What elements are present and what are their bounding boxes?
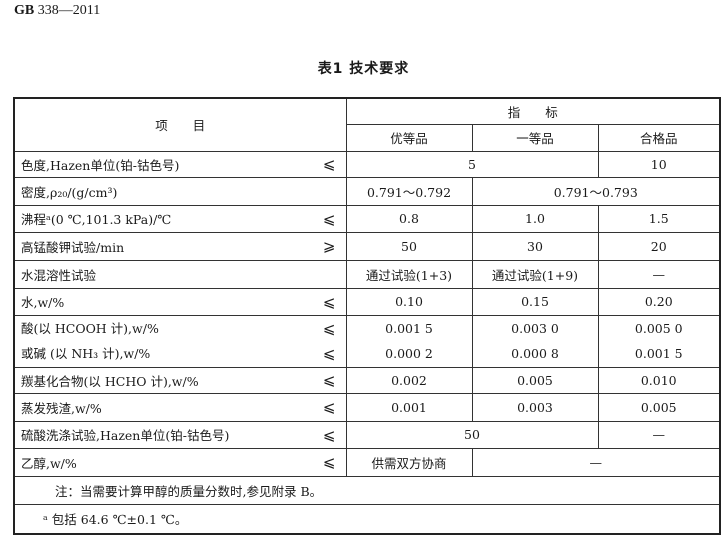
- cell-value: —: [471, 447, 721, 477]
- less-equal-symbol: ⩽: [322, 453, 336, 471]
- cell-value: 0.8: [345, 204, 473, 233]
- header-grade-first: 一等品: [471, 123, 599, 152]
- table-title: 表1 技术要求: [317, 61, 410, 77]
- cell-value: 0.005: [597, 392, 721, 422]
- less-equal-symbol: ⩽: [322, 209, 336, 228]
- less-equal-symbol: ⩽: [322, 398, 336, 416]
- cell-value: 30: [471, 231, 599, 261]
- row-label: 酸(以 HCOOH 计),w/%: [21, 321, 159, 336]
- cell-value: 50: [345, 420, 599, 449]
- row-label: 密度,ρ₂₀/(g/cm³): [21, 184, 118, 200]
- less-equal-symbol: ⩽: [322, 371, 336, 389]
- greater-equal-symbol: ⩾: [322, 237, 336, 255]
- cell-value: 0.001 5: [634, 346, 683, 361]
- cell-value: 0.791～0.793: [471, 176, 721, 206]
- cell-value: 0.001 5: [385, 321, 433, 336]
- header-grade-qualified: 合格品: [597, 123, 721, 152]
- cell-value: 10: [597, 150, 721, 178]
- row-label: 羰基化合物(以 HCHO 计),w/%: [21, 373, 199, 389]
- row-label: 水混溶性试验: [21, 267, 97, 283]
- cell-value: 通过试验(1+3): [345, 259, 473, 289]
- table-row: 羰基化合物(以 HCHO 计),w/% ⩽ 0.002 0.005 0.010: [13, 366, 721, 394]
- header-item: 项 目: [13, 97, 347, 152]
- cell-value: 1.0: [471, 204, 599, 233]
- cell-value: —: [597, 420, 721, 449]
- table-row: 酸(以 HCOOH 计),w/% ⩽ 或碱 (以 NH₃ 计),w/% ⩽ 0.00…: [13, 314, 721, 368]
- cell-value: 0.10: [345, 287, 473, 316]
- technical-requirements-table: 项 目 指 标 优等品 一等品 合格品 色度,Hazen单位(铂-钴色号) ⩽ 5…: [13, 97, 721, 535]
- row-label: 色度,Hazen单位(铂-钴色号): [21, 157, 180, 173]
- cell-value: 50: [345, 231, 473, 261]
- table-note: 注：当需要计算甲醇的质量分数时,参见附录 B。: [13, 475, 721, 505]
- row-label: 乙醇,w/%: [21, 455, 77, 471]
- cell-value: 0.791～0.792: [345, 176, 473, 206]
- cell-value: 0.20: [597, 287, 721, 316]
- table-row: 沸程ᵃ(0 ℃,101.3 kPa)/℃ ⩽ 0.8 1.0 1.5: [13, 204, 721, 233]
- cell-value: 0.000 8: [511, 346, 559, 361]
- cell-value: 0.005 0: [634, 321, 683, 336]
- cell-value: 1.5: [597, 204, 721, 233]
- cell-value: 0.000 2: [385, 346, 433, 361]
- less-equal-symbol: ⩽: [322, 292, 336, 311]
- row-label: 水,w/%: [21, 295, 65, 310]
- cell-value: 0.002: [345, 366, 473, 394]
- header-grade-superior: 优等品: [345, 123, 473, 152]
- cell-value: 0.005: [471, 366, 599, 394]
- table-row: 密度,ρ₂₀/(g/cm³) 0.791～0.792 0.791～0.793: [13, 176, 721, 206]
- less-equal-symbol: ⩽: [322, 344, 336, 362]
- table-row: 水,w/% ⩽ 0.10 0.15 0.20: [13, 287, 721, 316]
- row-label: 沸程ᵃ(0 ℃,101.3 kPa)/℃: [21, 212, 172, 227]
- row-label: 高锰酸钾试验/min: [21, 239, 125, 255]
- row-label: 或碱 (以 NH₃ 计),w/%: [21, 346, 151, 361]
- less-equal-symbol: ⩽: [322, 425, 336, 444]
- less-equal-symbol: ⩽: [322, 319, 336, 337]
- cell-value: —: [597, 259, 721, 289]
- table-row: 蒸发残渣,w/% ⩽ 0.001 0.003 0.005: [13, 392, 721, 422]
- standard-number: GB 338—2011: [14, 3, 101, 18]
- cell-value: 供需双方协商: [345, 447, 473, 477]
- row-label: 硫酸洗涤试验,Hazen单位(铂-钴色号): [21, 428, 230, 443]
- table-row: 水混溶性试验 通过试验(1+3) 通过试验(1+9) —: [13, 259, 721, 289]
- cell-value: 0.003: [471, 392, 599, 422]
- cell-value: 5: [345, 150, 599, 178]
- cell-value: 0.001: [345, 392, 473, 422]
- table-row: 硫酸洗涤试验,Hazen单位(铂-钴色号) ⩽ 50 —: [13, 420, 721, 449]
- header-indicator: 指 标: [345, 97, 721, 125]
- table-row: 色度,Hazen单位(铂-钴色号) ⩽ 5 10: [13, 150, 721, 178]
- cell-value: 0.010: [597, 366, 721, 394]
- table-footnote: ᵃ 包括 64.6 ℃±0.1 ℃。: [13, 503, 721, 535]
- cell-value: 0.15: [471, 287, 599, 316]
- cell-value: 0.003 0: [511, 321, 559, 336]
- less-equal-symbol: ⩽: [322, 155, 336, 173]
- row-label: 蒸发残渣,w/%: [21, 400, 102, 416]
- table-row: 乙醇,w/% ⩽ 供需双方协商 —: [13, 447, 721, 477]
- table-row: 高锰酸钾试验/min ⩾ 50 30 20: [13, 231, 721, 261]
- cell-value: 通过试验(1+9): [471, 259, 599, 289]
- cell-value: 20: [597, 231, 721, 261]
